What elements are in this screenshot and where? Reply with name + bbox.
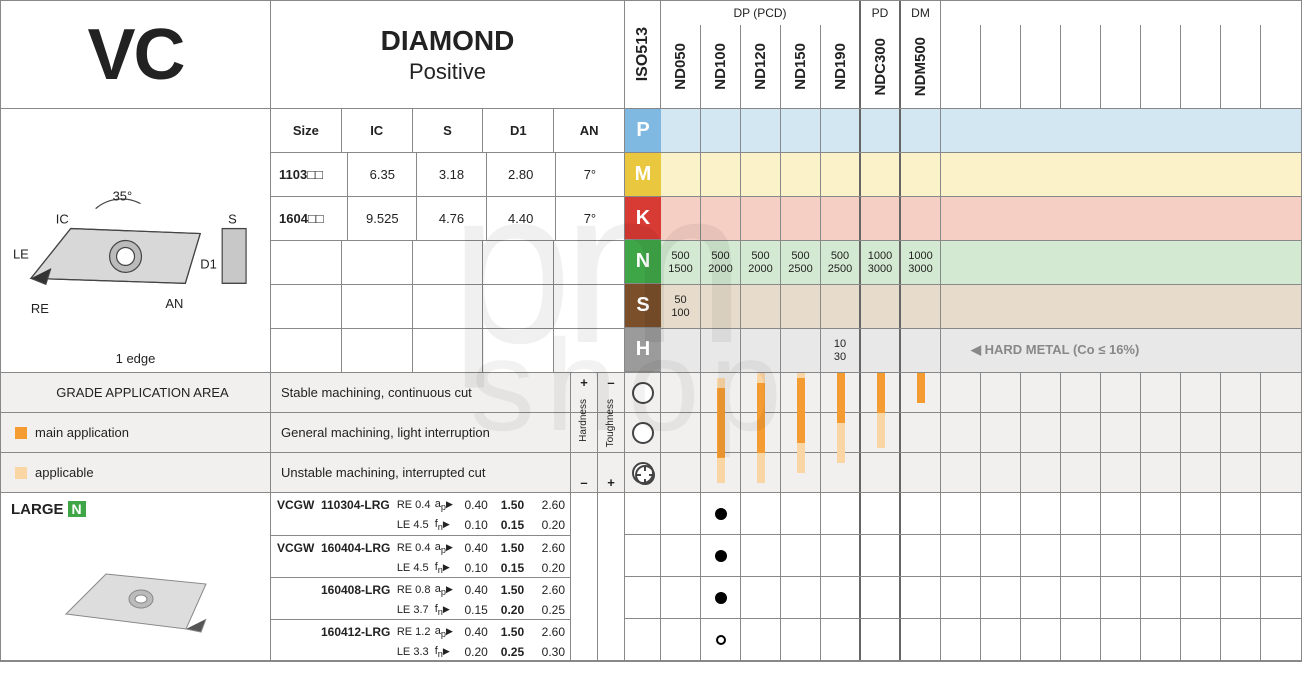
iso-class-K: K xyxy=(625,197,661,241)
iso-class-M: M xyxy=(625,153,661,197)
geometry-diagram: 35° IC S LE D1 AN RE 1 edge xyxy=(1,109,271,372)
iso-class-S: S xyxy=(625,284,661,328)
mid-row: 35° IC S LE D1 AN RE 1 edge SizeICSD1AN1… xyxy=(1,109,1301,373)
iso513-label: ISO513 xyxy=(625,1,661,108)
grade-columns: DP (PCD)PDDM ND050ND100ND120ND150ND190ND… xyxy=(661,1,1301,108)
grade-group-header: DP (PCD)PDDM xyxy=(661,1,1301,25)
header-row: VC DIAMOND Positive ISO513 DP (PCD)PDDM … xyxy=(1,1,1301,109)
catalog-page: VC DIAMOND Positive ISO513 DP (PCD)PDDM … xyxy=(0,0,1302,662)
svg-text:D1: D1 xyxy=(200,256,217,271)
grade-col-nd100: ND100 xyxy=(701,25,741,108)
grade-col-nd150: ND150 xyxy=(781,25,821,108)
svg-text:35°: 35° xyxy=(113,189,133,204)
grade-col-nd050: ND050 xyxy=(661,25,701,108)
iso-class-codes: PMKNSH xyxy=(625,109,661,372)
geometry-caption: 1 edge xyxy=(1,351,270,366)
iso-class-H: H xyxy=(625,328,661,372)
iso-class-grid: 5001500500200050020005002500500250010003… xyxy=(661,109,1301,372)
svg-text:LE: LE xyxy=(13,246,29,261)
grade-col-ndm500: NDM500 xyxy=(901,25,941,108)
iso-class-P: P xyxy=(625,109,661,153)
grade-col-ndc300: NDC300 xyxy=(861,25,901,108)
svg-text:RE: RE xyxy=(31,301,49,316)
product-name: DIAMOND xyxy=(381,25,515,57)
shape-code: VC xyxy=(1,1,271,108)
product-name-box: DIAMOND Positive xyxy=(271,1,625,108)
grade-col-nd190: ND190 xyxy=(821,25,861,108)
product-rows: LARGENVCGW110304-LRGRE 0.4ap▶0.401.502.6… xyxy=(1,493,1301,661)
application-area: GRADE APPLICATION AREAStable machining, … xyxy=(1,373,1301,493)
iso-class-N: N xyxy=(625,240,661,284)
grade-col-nd120: ND120 xyxy=(741,25,781,108)
product-subtitle: Positive xyxy=(409,59,486,85)
svg-text:IC: IC xyxy=(56,212,69,227)
size-table: SizeICSD1AN1103□□6.353.182.807°1604□□9.5… xyxy=(271,109,625,372)
svg-text:AN: AN xyxy=(165,296,183,311)
svg-text:S: S xyxy=(228,212,237,227)
grade-header: ND050ND100ND120ND150ND190NDC300NDM500 xyxy=(661,25,1301,108)
